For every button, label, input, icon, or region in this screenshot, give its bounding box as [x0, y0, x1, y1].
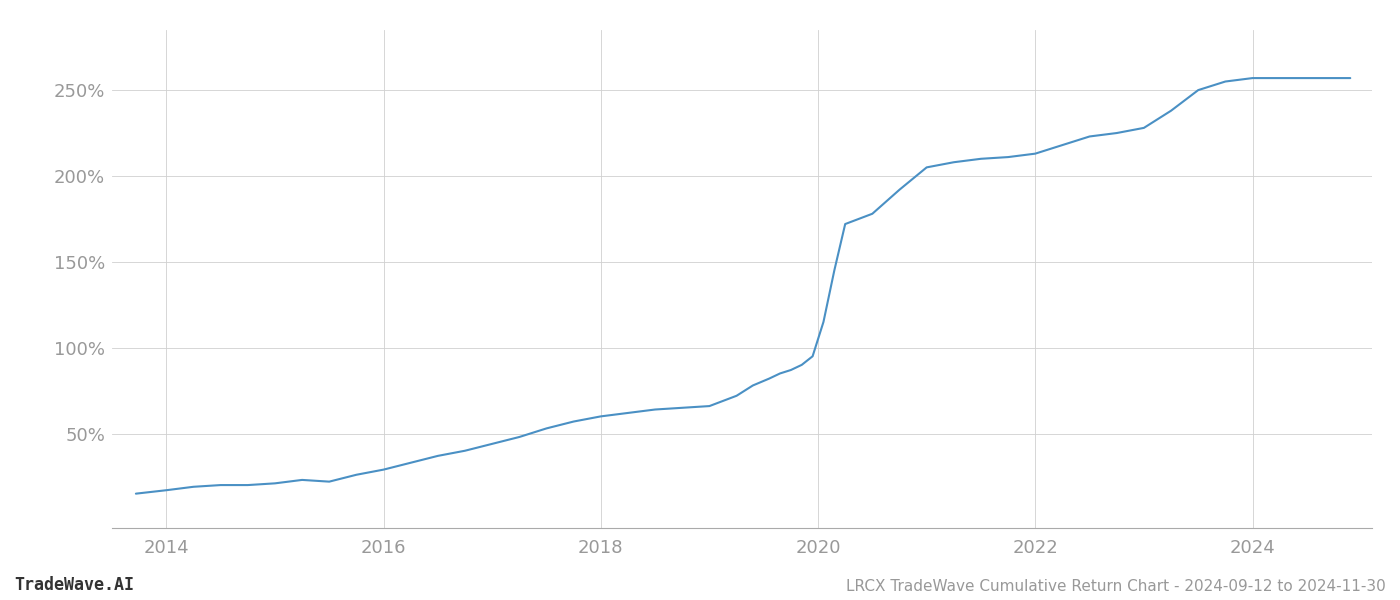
Text: LRCX TradeWave Cumulative Return Chart - 2024-09-12 to 2024-11-30: LRCX TradeWave Cumulative Return Chart -… [846, 579, 1386, 594]
Text: TradeWave.AI: TradeWave.AI [14, 576, 134, 594]
